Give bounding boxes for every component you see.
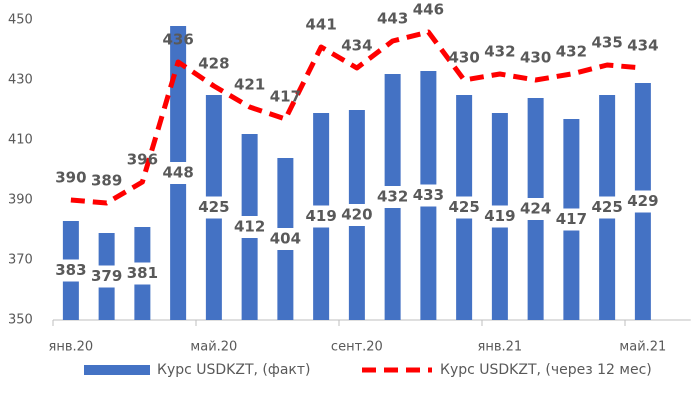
x-tick-label: янв.21 [478, 340, 523, 355]
y-tick-label: 450 [8, 13, 33, 28]
line [70, 29, 644, 206]
label-box [374, 186, 411, 208]
data-label: 448 [162, 164, 193, 182]
data-label: 425 [198, 198, 229, 216]
data-label: 446 [413, 1, 444, 19]
label-box [481, 205, 518, 228]
y-tick-label: 350 [8, 313, 33, 328]
data-label: 430 [520, 49, 551, 67]
data-label: 417 [556, 210, 587, 228]
label-box [624, 190, 661, 213]
data-label: 381 [127, 264, 158, 282]
data-label: 417 [270, 88, 301, 106]
data-label: 429 [627, 192, 658, 210]
data-label: 419 [484, 207, 515, 225]
data-label: 441 [305, 16, 336, 34]
legend-label: Курс USDKZT, (через 12 мес) [440, 362, 652, 378]
x-tick-label: янв.20 [49, 340, 94, 355]
label-box [446, 196, 483, 219]
data-label: 432 [377, 188, 408, 206]
label-box [410, 184, 447, 207]
data-label: 443 [377, 10, 408, 28]
y-tick-label: 430 [8, 73, 33, 88]
data-label: 432 [556, 43, 587, 61]
legend-swatch [84, 365, 150, 375]
label-box [303, 205, 340, 228]
y-tick-label: 390 [8, 193, 33, 208]
label-box [231, 216, 268, 238]
data-label: 390 [55, 169, 86, 187]
data-label: 425 [591, 198, 622, 216]
legend-label: Курс USDKZT, (факт) [157, 362, 310, 378]
label-box [88, 265, 125, 288]
data-label: 404 [270, 230, 301, 248]
x-tick-label: сент.20 [331, 340, 383, 355]
data-label: 425 [448, 198, 479, 216]
data-label: 396 [127, 151, 158, 169]
label-box [52, 259, 89, 282]
data-label: 434 [627, 37, 658, 55]
label-box [267, 228, 304, 250]
data-label: 420 [341, 206, 372, 224]
label-box [517, 198, 554, 220]
x-tick-label: май.20 [190, 340, 237, 355]
data-label: 424 [520, 200, 551, 218]
data-label: 383 [55, 261, 86, 279]
y-tick-label: 370 [8, 253, 33, 268]
data-label: 428 [198, 55, 229, 73]
data-label: 434 [341, 37, 372, 55]
label-box [589, 196, 626, 219]
data-label: 421 [234, 76, 265, 94]
label-box [338, 204, 375, 226]
label-box [124, 262, 161, 285]
data-label: 432 [484, 43, 515, 61]
label-box [195, 196, 232, 219]
y-tick-label: 410 [8, 133, 33, 148]
label-box [160, 162, 197, 184]
data-label: 419 [305, 207, 336, 225]
data-label: 433 [413, 186, 444, 204]
data-label: 435 [591, 34, 622, 52]
data-label: 389 [91, 172, 122, 190]
data-label: 379 [91, 267, 122, 285]
label-box [553, 208, 590, 231]
data-label: 412 [234, 218, 265, 236]
data-label: 430 [448, 49, 479, 67]
x-tick-label: май.21 [619, 340, 666, 355]
data-label: 436 [162, 31, 193, 49]
